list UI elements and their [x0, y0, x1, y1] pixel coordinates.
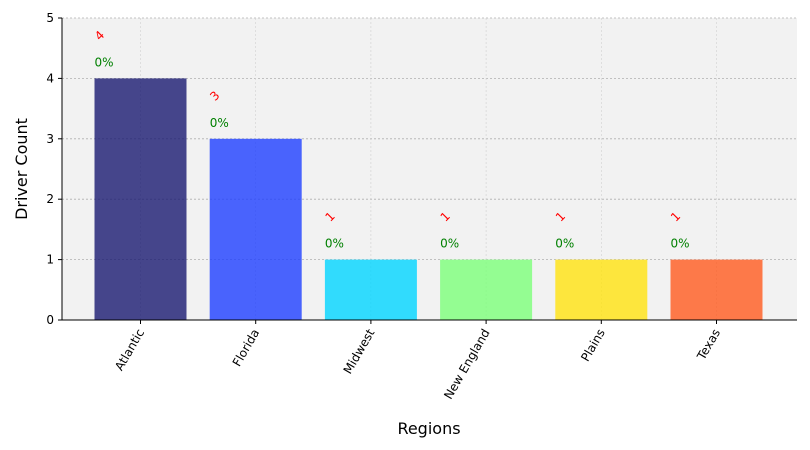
x-tick-label: Plains — [578, 327, 608, 364]
bars — [94, 78, 763, 321]
bar — [440, 259, 533, 320]
y-tick-label: 1 — [46, 253, 54, 267]
bar — [670, 259, 763, 320]
y-ticks: 0 1 2 3 4 5 — [46, 11, 62, 327]
x-axis-title: Regions — [397, 419, 460, 438]
x-ticks: Atlantic Florida Midwest New England Plains T… — [112, 320, 723, 402]
y-tick-label: 0 — [46, 313, 54, 327]
y-tick-label: 3 — [46, 132, 54, 146]
percent-label: 0% — [555, 237, 574, 251]
x-tick-label: Texas — [694, 327, 723, 364]
percent-label: 0% — [210, 116, 229, 130]
bar — [94, 78, 187, 321]
y-tick-label: 4 — [46, 71, 54, 85]
x-tick-label: Midwest — [341, 326, 378, 376]
bar — [555, 259, 648, 320]
percent-label: 0% — [325, 237, 344, 251]
percent-label: 0% — [440, 237, 459, 251]
y-tick-label: 2 — [46, 192, 54, 206]
percent-label: 0% — [671, 237, 690, 251]
axes — [61, 18, 797, 321]
x-tick-label: Florida — [230, 327, 263, 369]
y-axis-title: Driver Count — [12, 118, 31, 220]
y-tick-label: 5 — [46, 11, 54, 25]
percent-label: 0% — [95, 55, 114, 69]
x-tick-label: Atlantic — [112, 327, 147, 374]
x-tick-label: New England — [441, 326, 492, 401]
bar — [209, 138, 302, 320]
bar — [324, 259, 417, 320]
